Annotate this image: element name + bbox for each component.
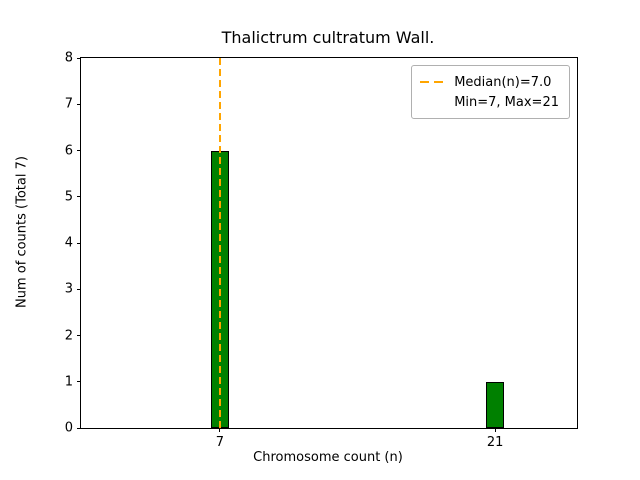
y-axis-label: Num of counts (Total 7): [14, 156, 30, 308]
y-tick-label: 0: [64, 420, 73, 436]
y-tick-label: 1: [64, 374, 73, 390]
plot-area: Median(n)=7.0 Min=7, Max=21 0 1 2 3 4 5 6 7 8 7 21: [65, 51, 578, 450]
x-tick-mark: [219, 428, 221, 432]
legend-entry-minmax: Min=7, Max=21: [420, 92, 559, 112]
chart-title: Thalictrum cultratum Wall.: [221, 28, 435, 47]
y-tick-mark: [77, 242, 81, 244]
y-tick-label: 8: [64, 50, 73, 66]
y-tick-mark: [77, 427, 81, 429]
x-tick-label: 7: [215, 435, 225, 450]
y-tick-mark: [77, 381, 81, 383]
y-tick-mark: [77, 103, 81, 105]
legend-spacer: [420, 101, 446, 103]
y-tick-mark: [77, 196, 81, 198]
y-tick-mark: [77, 150, 81, 151]
y-tick-label: 5: [64, 189, 73, 205]
legend-label-median: Median(n)=7.0: [454, 74, 552, 90]
y-tick-label: 2: [64, 328, 73, 343]
x-axis-label: Chromosome count (n): [253, 450, 403, 465]
legend-entry-median: Median(n)=7.0: [420, 72, 559, 92]
y-tick-label: 4: [64, 235, 73, 251]
median-line: [218, 58, 221, 428]
legend: Median(n)=7.0 Min=7, Max=21: [411, 65, 570, 119]
bar: [486, 381, 505, 428]
y-tick-label: 7: [64, 96, 73, 112]
y-tick-mark: [77, 57, 81, 59]
legend-label-minmax: Min=7, Max=21: [454, 94, 559, 110]
y-tick-label: 6: [64, 143, 73, 158]
median-dash-swatch: [420, 81, 447, 83]
y-tick-label: 3: [64, 281, 73, 297]
y-tick-mark: [77, 288, 81, 290]
x-tick-mark: [494, 428, 496, 432]
y-tick-mark: [77, 335, 81, 336]
x-tick-label: 21: [486, 435, 504, 450]
